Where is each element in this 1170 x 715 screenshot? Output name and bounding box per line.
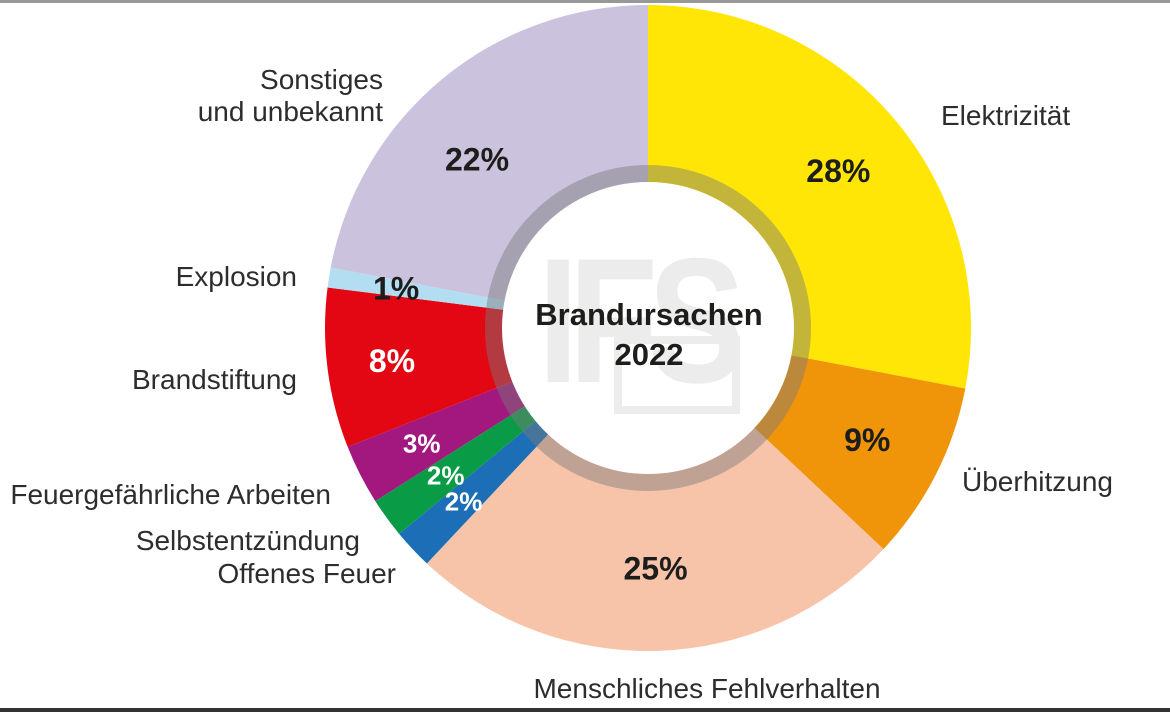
category-label-explosion: Explosion xyxy=(175,261,297,292)
category-label-menschliches-fehlverhalten: Menschliches Fehlverhalten xyxy=(533,673,881,704)
pct-label-berhitzung: 9% xyxy=(844,422,890,458)
donut-chart: 28% 9% 25% 2%2%3% 8% 1% 22% xyxy=(325,5,972,652)
donut-hub xyxy=(502,182,794,474)
pct-label-sonstiges-und-unbekannt: 22% xyxy=(445,142,509,178)
pie-segment-menschliches-fehlverhalten xyxy=(426,328,884,652)
chart-title: Brandursachen 2022 xyxy=(535,295,762,375)
pct-label-brandstiftung: 8% xyxy=(369,343,415,379)
category-label-brandstiftung: Brandstiftung xyxy=(132,364,297,395)
category-label-ueberhitzung: Überhitzung xyxy=(962,466,1113,497)
pct-label-feuergef-hrliche-arbeiten: 3% xyxy=(403,429,441,459)
pct-label-selbstentz-ndung: 2% xyxy=(427,460,465,490)
category-label-offenes-feuer: Offenes Feuer xyxy=(217,558,396,589)
category-label-selbstentzuendung: Selbstentzündung xyxy=(135,525,360,556)
pct-label-offenes-feuer: 2% xyxy=(445,487,483,517)
pct-label-menschliches-fehlverhalten: 25% xyxy=(623,550,687,586)
pct-label-explosion: 1% xyxy=(373,271,419,307)
pct-label-elektrizit-t: 28% xyxy=(806,153,870,189)
chart-title-line1: Brandursachen xyxy=(535,297,763,332)
category-label-feuergefaehrliche-arbeiten: Feuergefährliche Arbeiten xyxy=(10,479,331,510)
inner-ring-overlay xyxy=(485,165,811,491)
chart-title-line2: 2022 xyxy=(614,337,684,372)
category-label-sonstiges-und-unbekannt: Sonstiges und unbekannt xyxy=(197,64,383,127)
category-label-elektrizitaet: Elektrizität xyxy=(941,100,1071,131)
